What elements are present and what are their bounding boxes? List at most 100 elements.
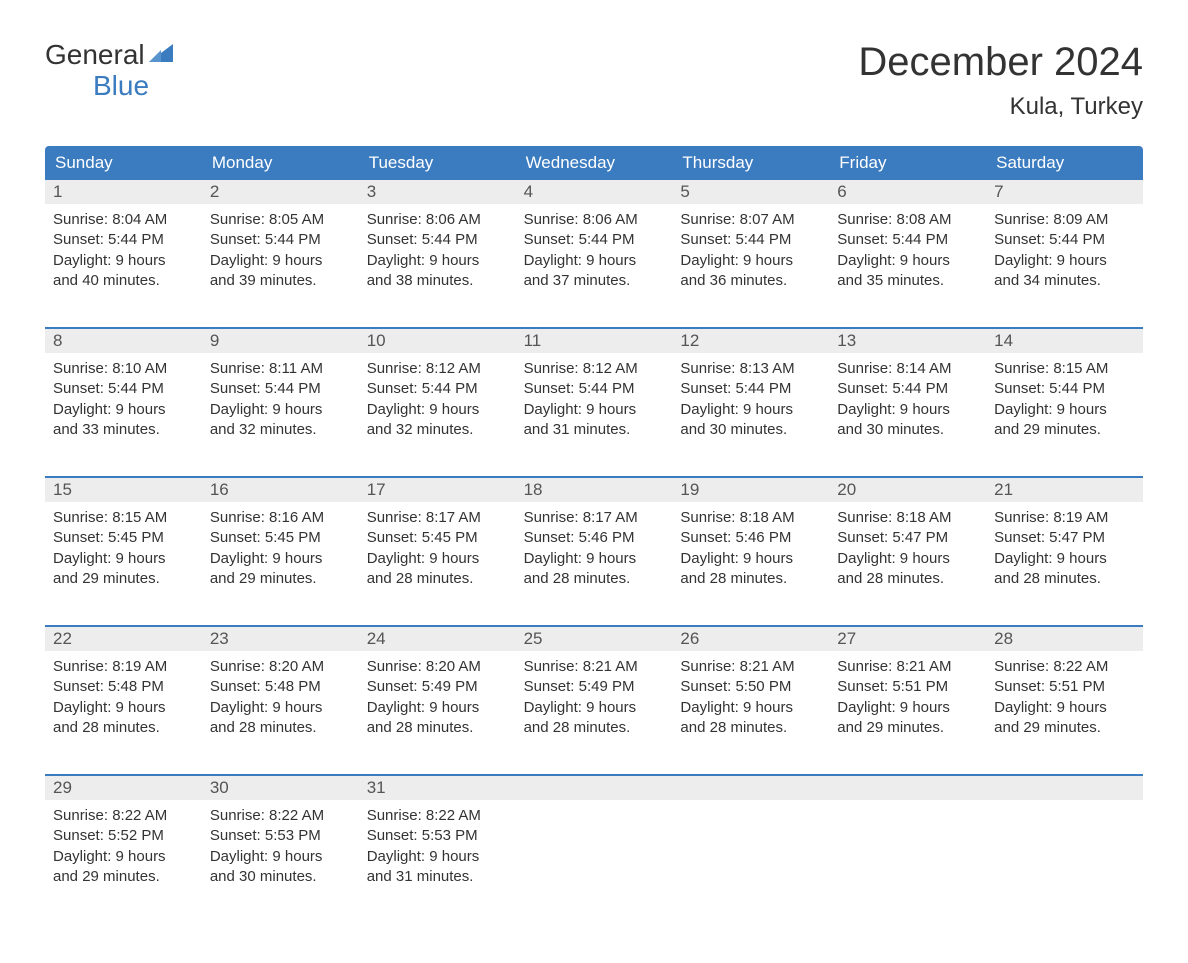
daylight-text-2: and 32 minutes. — [367, 420, 508, 440]
day-cell: 13Sunrise: 8:14 AMSunset: 5:44 PMDayligh… — [829, 329, 986, 444]
sunset-text: Sunset: 5:44 PM — [210, 230, 351, 250]
sunset-text: Sunset: 5:49 PM — [524, 677, 665, 697]
sunrise-text: Sunrise: 8:07 AM — [680, 210, 821, 230]
daylight-text-1: Daylight: 9 hours — [994, 698, 1135, 718]
daylight-text-1: Daylight: 9 hours — [53, 549, 194, 569]
sunrise-text: Sunrise: 8:04 AM — [53, 210, 194, 230]
day-cell — [829, 776, 986, 891]
day-content: Sunrise: 8:07 AMSunset: 5:44 PMDaylight:… — [672, 204, 829, 295]
day-cell: 17Sunrise: 8:17 AMSunset: 5:45 PMDayligh… — [359, 478, 516, 593]
day-cell: 11Sunrise: 8:12 AMSunset: 5:44 PMDayligh… — [516, 329, 673, 444]
sunset-text: Sunset: 5:44 PM — [367, 230, 508, 250]
sunrise-text: Sunrise: 8:20 AM — [367, 657, 508, 677]
weekday-saturday: Saturday — [986, 146, 1143, 180]
sunrise-text: Sunrise: 8:22 AM — [994, 657, 1135, 677]
month-title: December 2024 — [858, 40, 1143, 85]
daylight-text-1: Daylight: 9 hours — [837, 549, 978, 569]
sunrise-text: Sunrise: 8:16 AM — [210, 508, 351, 528]
daylight-text-2: and 29 minutes. — [994, 420, 1135, 440]
daylight-text-2: and 29 minutes. — [210, 569, 351, 589]
day-number: 2 — [202, 180, 359, 204]
daylight-text-2: and 37 minutes. — [524, 271, 665, 291]
day-number: 7 — [986, 180, 1143, 204]
day-content: Sunrise: 8:13 AMSunset: 5:44 PMDaylight:… — [672, 353, 829, 444]
day-cell: 31Sunrise: 8:22 AMSunset: 5:53 PMDayligh… — [359, 776, 516, 891]
daylight-text-2: and 30 minutes. — [210, 867, 351, 887]
sunset-text: Sunset: 5:46 PM — [680, 528, 821, 548]
day-content — [516, 800, 673, 880]
day-number — [672, 776, 829, 800]
daylight-text-2: and 28 minutes. — [680, 718, 821, 738]
day-content: Sunrise: 8:12 AMSunset: 5:44 PMDaylight:… — [359, 353, 516, 444]
day-number: 25 — [516, 627, 673, 651]
day-cell: 29Sunrise: 8:22 AMSunset: 5:52 PMDayligh… — [45, 776, 202, 891]
day-cell: 24Sunrise: 8:20 AMSunset: 5:49 PMDayligh… — [359, 627, 516, 742]
day-content: Sunrise: 8:06 AMSunset: 5:44 PMDaylight:… — [516, 204, 673, 295]
logo-text-general: General — [45, 40, 145, 71]
sunset-text: Sunset: 5:44 PM — [524, 379, 665, 399]
sunrise-text: Sunrise: 8:22 AM — [367, 806, 508, 826]
day-number: 29 — [45, 776, 202, 800]
day-cell: 8Sunrise: 8:10 AMSunset: 5:44 PMDaylight… — [45, 329, 202, 444]
daylight-text-1: Daylight: 9 hours — [367, 549, 508, 569]
week-row: 15Sunrise: 8:15 AMSunset: 5:45 PMDayligh… — [45, 476, 1143, 593]
daylight-text-1: Daylight: 9 hours — [367, 251, 508, 271]
day-number: 17 — [359, 478, 516, 502]
sunrise-text: Sunrise: 8:21 AM — [680, 657, 821, 677]
daylight-text-2: and 28 minutes. — [524, 718, 665, 738]
sunrise-text: Sunrise: 8:05 AM — [210, 210, 351, 230]
daylight-text-1: Daylight: 9 hours — [837, 400, 978, 420]
daylight-text-2: and 30 minutes. — [837, 420, 978, 440]
day-number: 22 — [45, 627, 202, 651]
day-content: Sunrise: 8:17 AMSunset: 5:46 PMDaylight:… — [516, 502, 673, 593]
daylight-text-1: Daylight: 9 hours — [994, 400, 1135, 420]
daylight-text-2: and 28 minutes. — [680, 569, 821, 589]
weekday-wednesday: Wednesday — [516, 146, 673, 180]
daylight-text-2: and 28 minutes. — [210, 718, 351, 738]
day-cell: 4Sunrise: 8:06 AMSunset: 5:44 PMDaylight… — [516, 180, 673, 295]
week-row: 22Sunrise: 8:19 AMSunset: 5:48 PMDayligh… — [45, 625, 1143, 742]
day-number: 3 — [359, 180, 516, 204]
daylight-text-1: Daylight: 9 hours — [53, 698, 194, 718]
sunset-text: Sunset: 5:45 PM — [53, 528, 194, 548]
daylight-text-2: and 29 minutes. — [53, 569, 194, 589]
daylight-text-2: and 31 minutes. — [367, 867, 508, 887]
day-cell: 16Sunrise: 8:16 AMSunset: 5:45 PMDayligh… — [202, 478, 359, 593]
sunrise-text: Sunrise: 8:19 AM — [53, 657, 194, 677]
daylight-text-2: and 39 minutes. — [210, 271, 351, 291]
sunrise-text: Sunrise: 8:22 AM — [210, 806, 351, 826]
daylight-text-1: Daylight: 9 hours — [367, 698, 508, 718]
day-content: Sunrise: 8:17 AMSunset: 5:45 PMDaylight:… — [359, 502, 516, 593]
day-cell: 27Sunrise: 8:21 AMSunset: 5:51 PMDayligh… — [829, 627, 986, 742]
sunset-text: Sunset: 5:47 PM — [994, 528, 1135, 548]
day-content: Sunrise: 8:04 AMSunset: 5:44 PMDaylight:… — [45, 204, 202, 295]
weekday-thursday: Thursday — [672, 146, 829, 180]
daylight-text-1: Daylight: 9 hours — [367, 400, 508, 420]
day-number: 16 — [202, 478, 359, 502]
day-content: Sunrise: 8:10 AMSunset: 5:44 PMDaylight:… — [45, 353, 202, 444]
sunset-text: Sunset: 5:49 PM — [367, 677, 508, 697]
day-number: 28 — [986, 627, 1143, 651]
day-content: Sunrise: 8:20 AMSunset: 5:49 PMDaylight:… — [359, 651, 516, 742]
sunrise-text: Sunrise: 8:15 AM — [53, 508, 194, 528]
daylight-text-2: and 40 minutes. — [53, 271, 194, 291]
daylight-text-1: Daylight: 9 hours — [53, 400, 194, 420]
day-number: 1 — [45, 180, 202, 204]
daylight-text-2: and 28 minutes. — [837, 569, 978, 589]
day-content: Sunrise: 8:15 AMSunset: 5:44 PMDaylight:… — [986, 353, 1143, 444]
day-number: 9 — [202, 329, 359, 353]
daylight-text-1: Daylight: 9 hours — [680, 549, 821, 569]
daylight-text-2: and 32 minutes. — [210, 420, 351, 440]
day-number — [829, 776, 986, 800]
day-content: Sunrise: 8:05 AMSunset: 5:44 PMDaylight:… — [202, 204, 359, 295]
daylight-text-2: and 29 minutes. — [53, 867, 194, 887]
logo: General Blue — [45, 40, 175, 102]
day-number: 10 — [359, 329, 516, 353]
daylight-text-1: Daylight: 9 hours — [524, 400, 665, 420]
sunrise-text: Sunrise: 8:19 AM — [994, 508, 1135, 528]
day-content: Sunrise: 8:09 AMSunset: 5:44 PMDaylight:… — [986, 204, 1143, 295]
sunrise-text: Sunrise: 8:12 AM — [524, 359, 665, 379]
day-number: 13 — [829, 329, 986, 353]
day-cell: 30Sunrise: 8:22 AMSunset: 5:53 PMDayligh… — [202, 776, 359, 891]
logo-text-blue: Blue — [93, 71, 149, 102]
